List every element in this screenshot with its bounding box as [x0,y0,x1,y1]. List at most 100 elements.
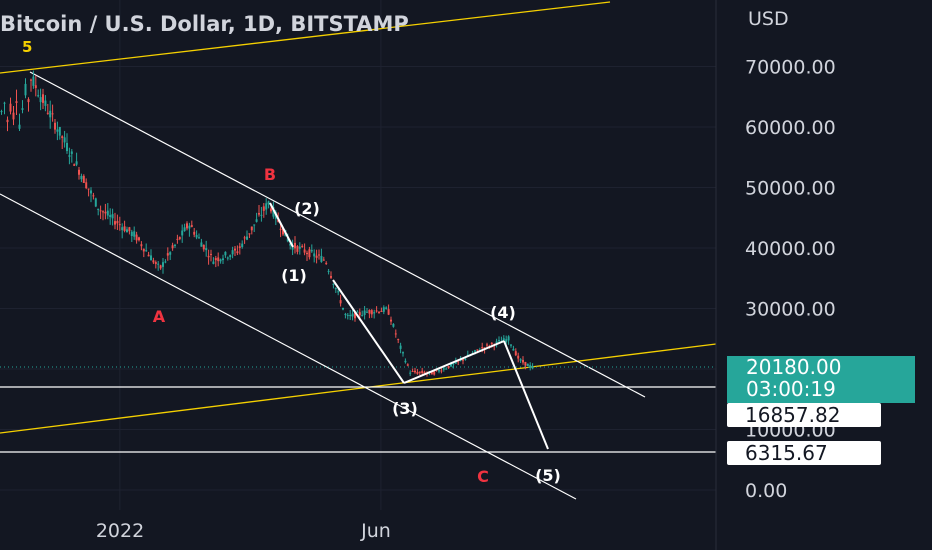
candle-body [133,231,136,237]
candle-body [486,344,488,346]
candle-body [18,124,21,129]
candle-body [176,238,179,240]
candle-body [392,323,395,327]
candle-body [219,259,222,262]
candle-body [346,314,349,316]
level-label-16857: 16857.82 [727,403,881,427]
candle-body [447,365,450,369]
candle-body [222,258,224,261]
candle-body [531,366,534,369]
candle-body [121,227,124,231]
candle-body [80,175,83,180]
candle-body [66,142,68,152]
candle-body [85,182,88,189]
candle-body [418,371,421,373]
candle-body [6,119,9,123]
candle-body [421,370,424,374]
candle-body [78,169,80,175]
candle-body [75,161,78,165]
candle-body [116,220,119,224]
candle-body [97,208,100,210]
candle-body [457,361,460,363]
candle-body [282,228,284,235]
candle-body [73,164,76,166]
candle-body [279,228,282,230]
chart-grid [0,0,716,510]
candle-body [162,262,164,267]
wave-label-3: (3) [392,399,418,418]
candle-body [354,312,356,319]
candle-body [450,363,452,367]
currency-label: USD [748,8,789,30]
candle-body [344,313,347,315]
candle-body [82,175,85,183]
candle-body [212,261,215,264]
candle-body [286,238,289,242]
candle-body [190,225,193,227]
candle-body [409,372,412,374]
candle-body [313,253,316,257]
candle-body [0,111,3,113]
candle-body [387,309,390,315]
candle-body [289,243,292,246]
price-tick-label: 50000.00 [745,178,836,200]
candle-body [260,214,263,216]
candle-body [238,246,241,248]
candle-body [495,341,498,344]
candle-body [265,203,268,210]
candle-body [332,283,335,285]
candle-body [397,339,400,341]
candle-body [529,365,532,368]
candle-body [366,311,368,313]
candle-body [248,233,251,235]
candle-body [15,101,18,103]
wave-line-3-to-4 [403,340,505,384]
candle-body [87,188,90,190]
candle-body [322,259,325,261]
candle-body [258,213,260,215]
candle-body [380,310,383,312]
chart-title: Bitcoin / U.S. Dollar, 1D, BITSTAMP [0,12,409,36]
candle-body [306,252,308,255]
candle-body [517,355,520,359]
candle-body [241,243,244,247]
bar-countdown: 03:00:19 [746,377,836,401]
candle-body [34,85,37,89]
candle-body [140,244,143,247]
upper-yellow-trendline [0,1,611,74]
price-candles [0,70,534,377]
price-tick-label: 30000.00 [745,299,836,321]
wave-label-b: B [264,165,276,184]
price-tick-label: 0.00 [745,480,787,502]
candle-body [433,371,436,375]
candle-body [351,313,354,317]
candle-body [382,307,385,312]
wave-label-c: C [477,467,489,486]
candle-body [152,260,155,263]
candle-body [246,236,248,240]
candle-body [193,231,196,235]
candle-body [39,97,42,103]
candle-body [109,215,112,217]
candle-body [505,339,508,343]
candle-body [294,242,296,249]
candle-body [217,257,220,262]
candle-body [262,206,265,211]
candle-body [414,370,416,373]
wave-label-5: (5) [535,466,561,485]
candle-body [330,276,332,278]
candle-body [522,359,524,363]
candle-body [154,262,157,264]
candle-body [226,257,229,259]
candle-body [54,122,56,130]
candle-body [310,250,313,252]
candle-body [166,253,169,256]
candle-body [291,245,294,250]
candle-body [442,368,445,370]
level-label-6315: 6315.67 [727,441,881,465]
candle-body [188,225,191,229]
candle-body [253,224,256,226]
candle-body [250,226,253,231]
candle-body [337,291,340,293]
